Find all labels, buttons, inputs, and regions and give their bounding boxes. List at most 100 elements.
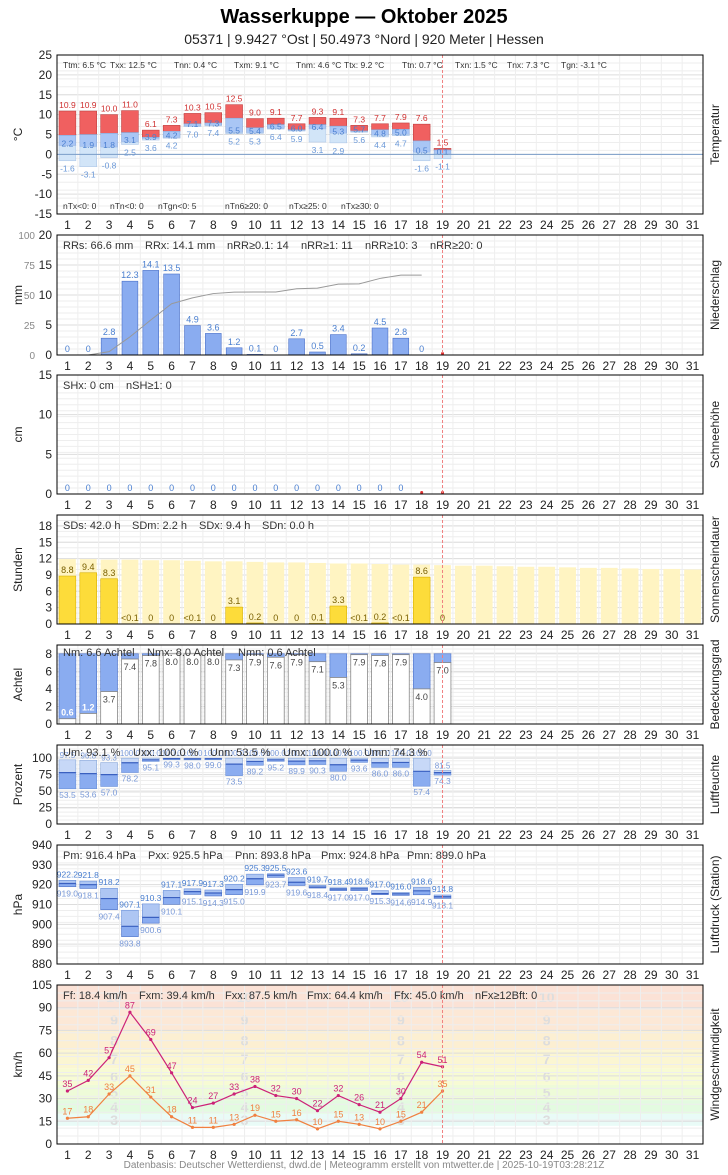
x-tick-label: 5 [147, 1148, 154, 1162]
humidity-min-label: 80.0 [330, 772, 347, 782]
x-tick-label: 26 [582, 628, 596, 642]
y-tick-label: 15 [39, 88, 53, 102]
y-tick-label: 0 [45, 1137, 52, 1151]
snow-label: 0 [336, 483, 341, 493]
x-tick-label: 16 [373, 628, 387, 642]
pressure-upper-bar [121, 909, 139, 927]
tgrass-label: -3.1 [81, 170, 96, 180]
panel-frame [56, 374, 704, 495]
gust-label: 22 [312, 1099, 322, 1109]
mean-wind-label: 18 [167, 1105, 177, 1115]
precip-bar [392, 337, 410, 356]
mean-wind-point [128, 1074, 132, 1078]
x-tick-label: 17 [394, 218, 408, 232]
x-tick-label: 11 [270, 728, 283, 742]
x-tick-label: 18 [415, 828, 429, 842]
tmax-bar [79, 110, 97, 135]
x-tick-label: 14 [332, 828, 346, 842]
humidity-upper-bar [412, 757, 431, 772]
x-tick-label: 13 [311, 218, 325, 232]
humidity-lower-bar [79, 773, 97, 790]
precip-label: 2.8 [103, 327, 116, 337]
x-tick-label: 19 [436, 498, 450, 512]
tmin-label: 6.4 [312, 122, 324, 132]
humidity-max-label: 100.0 [287, 749, 308, 758]
sunshine-potential-bar [538, 566, 556, 624]
pressure-upper-bar [142, 903, 160, 918]
x-tick-label: 28 [623, 828, 637, 842]
stat-label: Pm: 916.4 hPa [63, 850, 137, 862]
precip-label: 0.5 [311, 341, 324, 351]
precip-label: 0 [86, 344, 91, 354]
humidity-min-label: 78.2 [122, 774, 139, 784]
x-tick-label: 13 [311, 828, 325, 842]
x-tick-label: 5 [147, 498, 154, 512]
pressure-min-label: 915.3 [369, 896, 391, 906]
sunshine-label: <0.1 [121, 613, 139, 623]
x-tick-label: 24 [540, 1148, 554, 1162]
gust-label: 32 [333, 1084, 343, 1094]
sunshine-label: 3.3 [332, 595, 345, 605]
sunshine-potential-bar [475, 565, 493, 624]
x-tick-label: 1 [64, 728, 71, 742]
precip-label: 3.6 [207, 322, 220, 332]
precip-label: 2.8 [395, 327, 408, 337]
x-tick-label: 25 [561, 498, 575, 512]
x-tick-label: 11 [270, 498, 283, 512]
y-tick-label: 8 [45, 647, 52, 661]
y-tick-label: 18 [39, 519, 53, 533]
precip-label: 0 [273, 344, 278, 354]
panel-side-label: Schneehöhe [708, 400, 722, 468]
sunshine-potential-bar [517, 566, 535, 624]
humidity-min-label: 86.0 [372, 768, 389, 778]
pressure-max-label: 923.6 [286, 867, 308, 877]
x-tick-label: 28 [623, 968, 637, 982]
x-tick-label: 14 [332, 968, 346, 982]
sunshine-potential-bar [684, 569, 701, 624]
gust-label: 32 [271, 1084, 281, 1094]
stat-label: Uxx: 100.0 % [133, 747, 199, 759]
tmax-label: 11.0 [122, 100, 138, 110]
beaufort-label: 4 [543, 1099, 551, 1115]
sunshine-potential-bar [663, 568, 681, 624]
y-axis-label: Stunden [11, 547, 25, 592]
x-tick-label: 23 [519, 828, 533, 842]
sunshine-potential-bar [121, 559, 139, 624]
mean-wind-label: 15 [271, 1109, 281, 1119]
snow-label: 0 [315, 483, 320, 493]
x-tick-label: 26 [582, 218, 596, 232]
cloud-clear-bar [329, 653, 348, 678]
x-tick-label: 27 [603, 968, 617, 982]
snow-label: 0 [294, 483, 299, 493]
x-tick-label: 24 [540, 628, 554, 642]
y-tick-label: 5 [45, 447, 52, 461]
x-tick-label: 7 [189, 218, 196, 232]
y-tick-label: 10 [39, 108, 53, 122]
humidity-lower-bar [225, 763, 243, 776]
humidity-max-label: 100.0 [307, 749, 328, 758]
gust-label: 57 [104, 1046, 114, 1056]
sunshine-potential-bar [496, 566, 514, 624]
x-tick-label: 30 [665, 359, 679, 373]
x-tick-label: 4 [127, 728, 134, 742]
humidity-min-label: 95.2 [268, 762, 285, 772]
x-tick-label: 19 [436, 359, 450, 373]
y-tick-label: 0 [45, 348, 52, 362]
gust-point [274, 1093, 278, 1098]
tmin-label: 5.3 [332, 126, 344, 136]
sunshine-label: 3.1 [228, 596, 241, 606]
precip-bar [371, 327, 389, 356]
footer-credits: Datenbasis: Deutscher Wetterdienst, dwd.… [123, 1160, 605, 1171]
pressure-min-label: 918.1 [78, 890, 100, 900]
mean-wind-label: 18 [83, 1105, 93, 1115]
gust-label: 69 [146, 1028, 156, 1038]
x-tick-label: 17 [394, 968, 408, 982]
sunshine-potential-bar [392, 564, 410, 624]
x-tick-label: 30 [665, 828, 679, 842]
y-axis-label: hPa [11, 894, 25, 916]
x-tick-label: 22 [498, 498, 512, 512]
cloud-label: 7.3 [228, 663, 241, 673]
x-tick-label: 13 [311, 968, 325, 982]
